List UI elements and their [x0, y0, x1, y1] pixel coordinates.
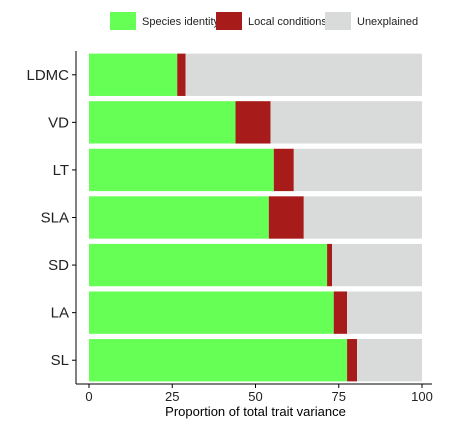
- bar-sl-local-conditions: [347, 339, 358, 382]
- bar-ldmc-species-identity: [89, 53, 178, 96]
- bar-sla-unexplained: [303, 196, 422, 239]
- x-tick-label: 100: [411, 389, 433, 404]
- y-tick-label: SD: [48, 257, 69, 274]
- legend-swatch-unexplained: [325, 12, 351, 30]
- x-tick-label: 0: [85, 389, 92, 404]
- bar-la-unexplained: [347, 291, 422, 334]
- y-tick-label: SLA: [41, 210, 69, 227]
- bar-sl-unexplained: [357, 339, 422, 382]
- y-axis-ticks: LDMC VD LT SLA SD LA SL: [26, 67, 76, 369]
- bar-vd-local-conditions: [235, 101, 271, 144]
- bar-sd-species-identity: [89, 243, 328, 287]
- bar-la-species-identity: [89, 291, 334, 334]
- bar-sd-unexplained: [332, 243, 422, 287]
- bar-sla-species-identity: [89, 196, 269, 239]
- x-axis-ticks: 0 25 50 75 100: [85, 384, 433, 404]
- legend-swatch-species-identity: [110, 12, 136, 30]
- legend: Species identity Local conditions Unexplai…: [110, 12, 418, 30]
- bar-sla-local-conditions: [268, 196, 304, 239]
- legend-label-species-identity: Species identity: [142, 16, 220, 28]
- x-tick-label: 25: [165, 389, 179, 404]
- y-tick-label: SL: [51, 352, 69, 369]
- x-tick-label: 50: [248, 389, 262, 404]
- legend-label-local-conditions: Local conditions: [248, 16, 327, 28]
- legend-label-unexplained: Unexplained: [357, 16, 418, 28]
- bar-vd-species-identity: [89, 101, 236, 144]
- y-tick-label: VD: [48, 114, 69, 131]
- bar-ldmc-local-conditions: [177, 53, 186, 96]
- bar-vd-unexplained: [270, 101, 422, 144]
- bar-lt-unexplained: [293, 148, 422, 192]
- bar-ldmc-unexplained: [185, 53, 422, 96]
- legend-swatch-local-conditions: [216, 12, 242, 30]
- bar-lt-species-identity: [89, 148, 274, 192]
- bars: [89, 53, 422, 382]
- bar-sl-species-identity: [89, 339, 348, 382]
- bar-lt-local-conditions: [273, 148, 294, 192]
- bar-sd-local-conditions: [327, 243, 333, 287]
- x-axis-label: Proportion of total trait variance: [165, 404, 346, 419]
- bar-la-local-conditions: [333, 291, 348, 334]
- y-tick-label: LDMC: [26, 67, 69, 84]
- y-tick-label: LT: [53, 162, 69, 179]
- x-tick-label: 75: [332, 389, 346, 404]
- y-tick-label: LA: [51, 305, 69, 322]
